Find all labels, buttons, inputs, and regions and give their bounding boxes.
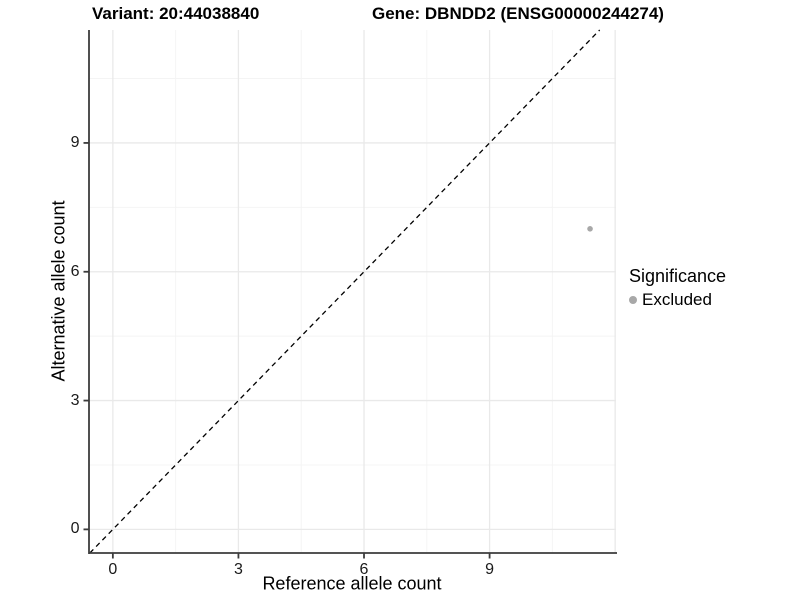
x-axis-title: Reference allele count: [262, 573, 442, 594]
legend-point-icon: [629, 295, 637, 304]
variant-title: Variant: 20:44038840: [92, 4, 260, 23]
y-axis-title: Alternative allele count: [48, 200, 69, 382]
identity-dashed-line: [89, 29, 601, 554]
x-tick-label: 3: [233, 561, 243, 578]
legend-items: Excluded: [629, 290, 726, 309]
y-tick-label: 0: [70, 520, 80, 538]
legend-title: Significance: [629, 266, 727, 286]
data-point: [587, 226, 593, 232]
legend-item: Excluded: [629, 290, 726, 309]
y-tick-label: 3: [70, 391, 80, 409]
x-tick-label: 6: [359, 561, 369, 578]
legend: Significance Excluded: [629, 266, 726, 309]
y-tick-label: 6: [70, 262, 80, 280]
x-tick-label: 9: [485, 561, 495, 578]
gene-title: Gene: DBNDD2 (ENSG00000244274): [372, 4, 664, 23]
y-tick-label: 9: [70, 133, 80, 151]
x-tick-label: 0: [108, 561, 118, 578]
legend-item-label: Excluded: [642, 290, 712, 309]
